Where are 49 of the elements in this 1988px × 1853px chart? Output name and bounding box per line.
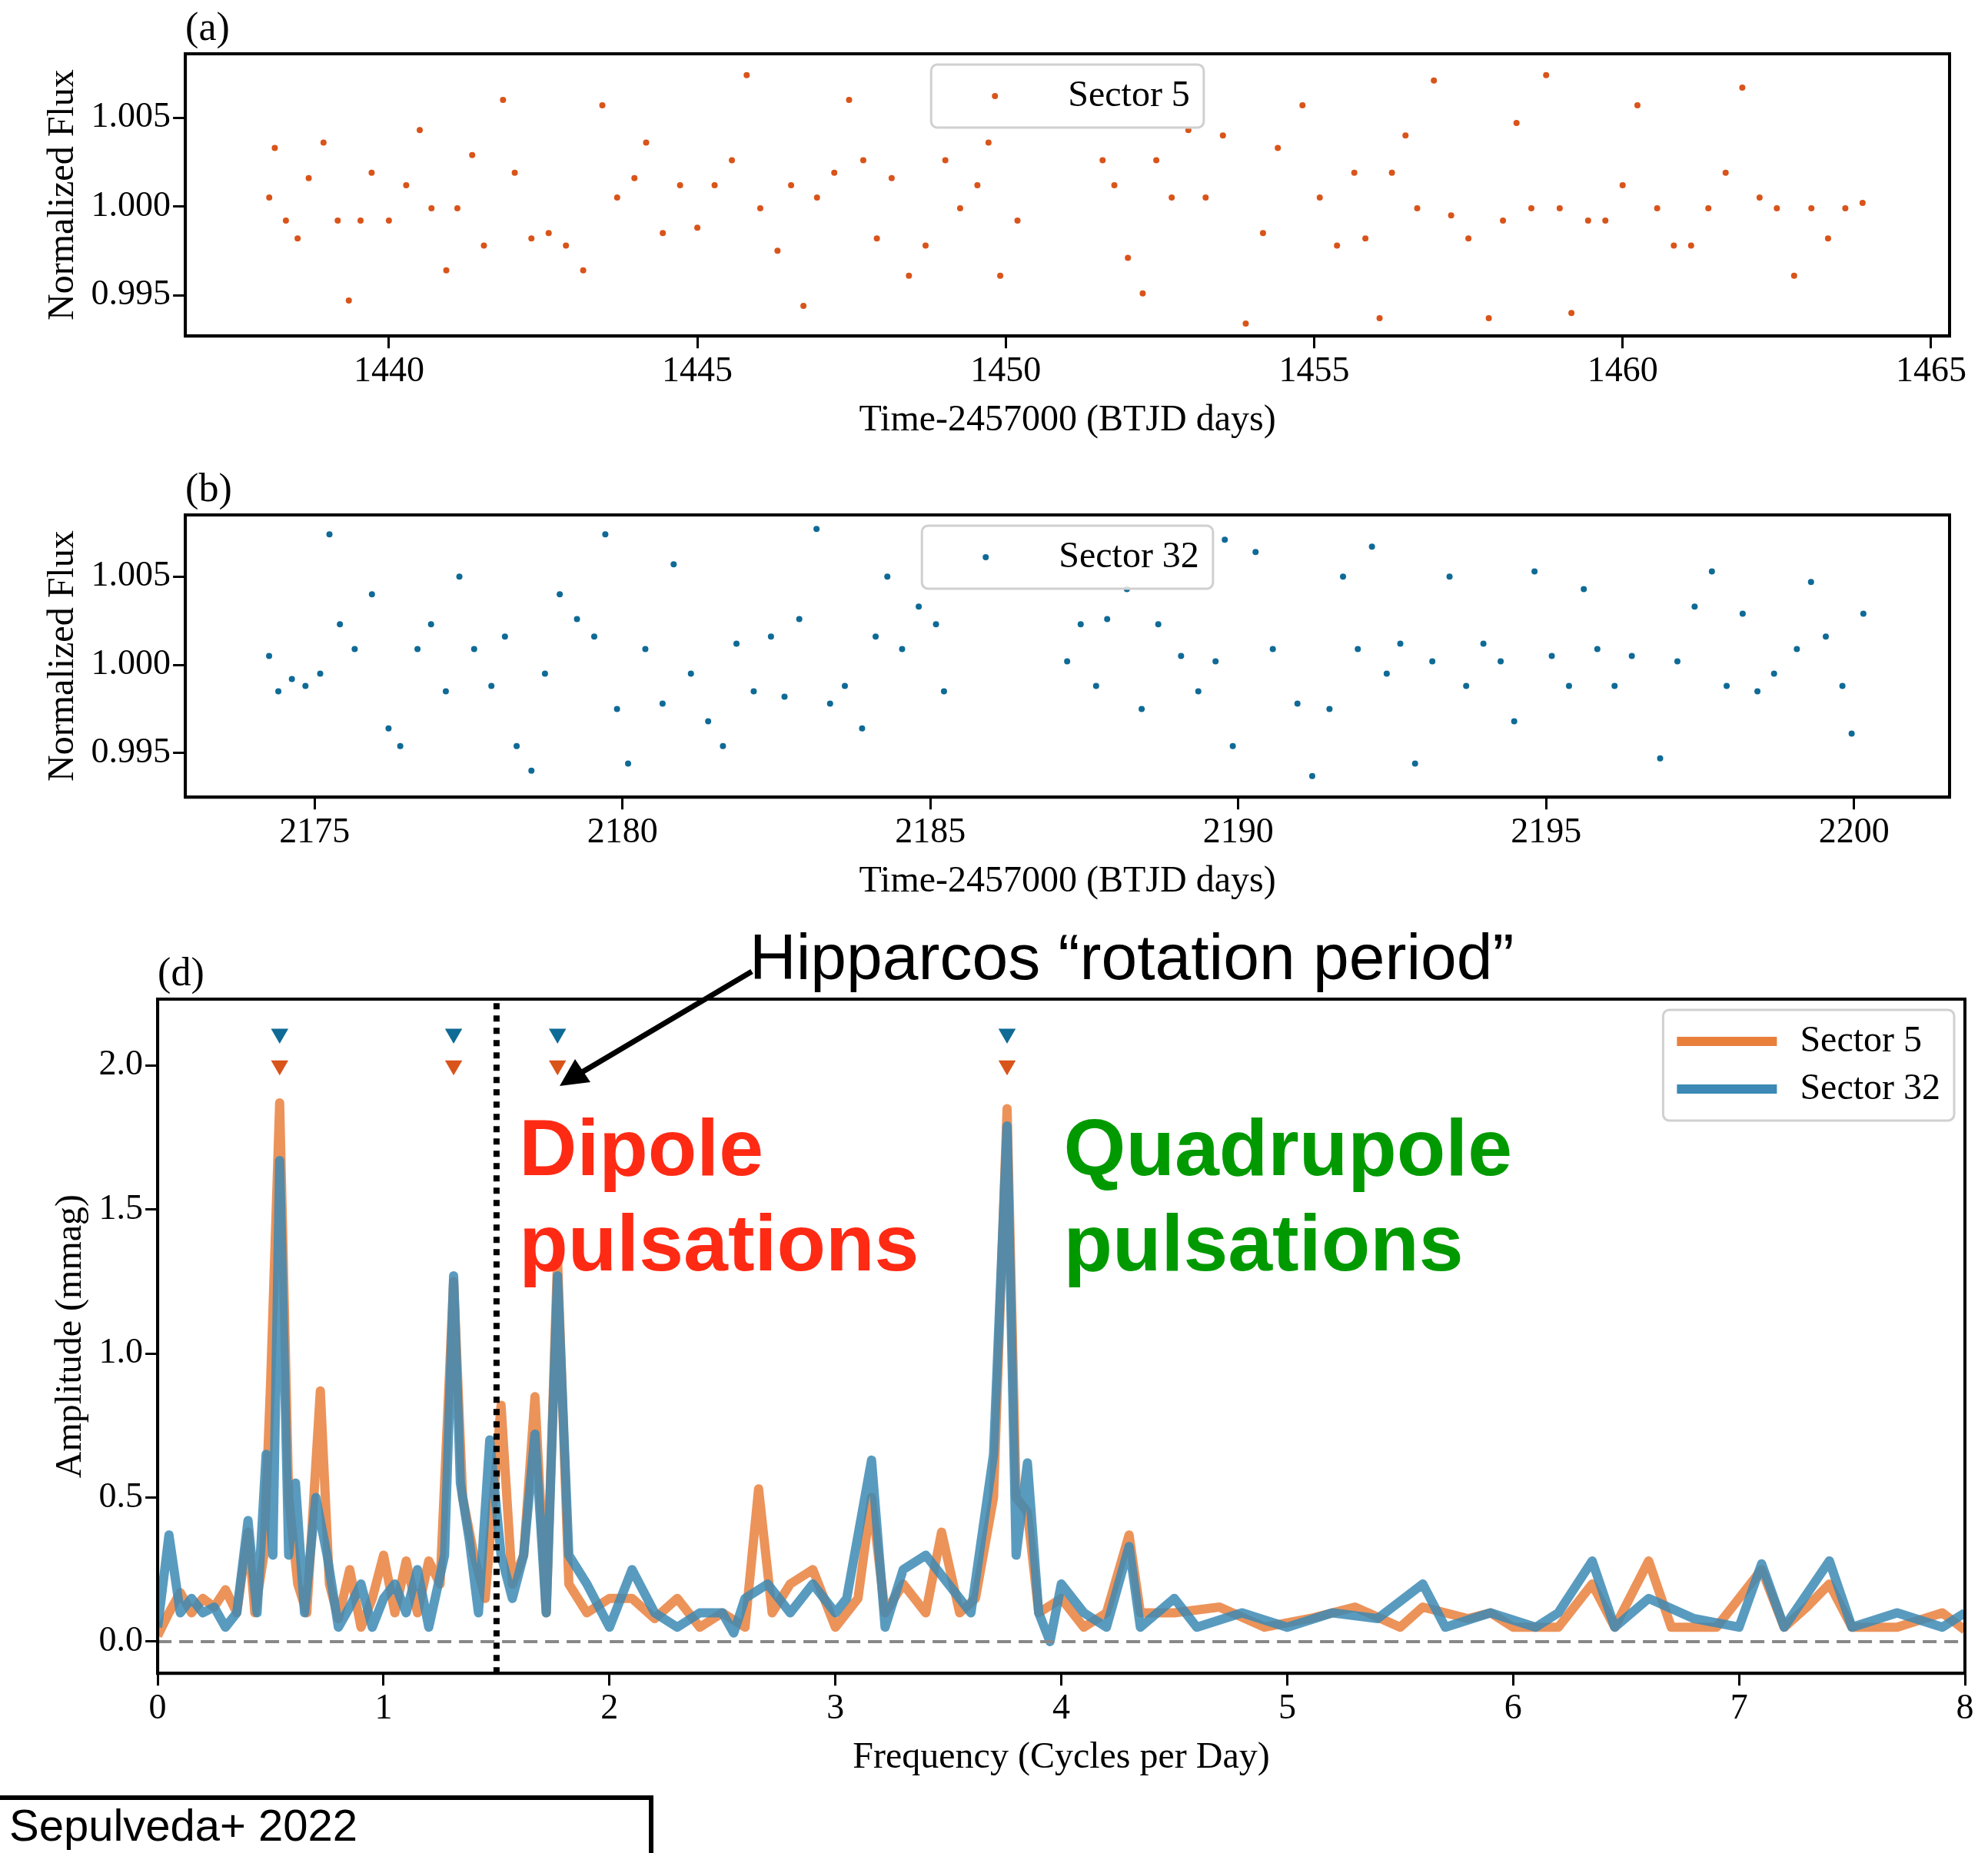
- x-tick-label: 2200: [1818, 810, 1890, 850]
- x-axis-title: Time-2457000 (BTJD days): [859, 858, 1276, 900]
- y-axis-title: Normalized Flux: [40, 69, 81, 320]
- legend-label: Sector 32: [1059, 533, 1199, 575]
- y-axis-title: Amplitude (mmag): [48, 1194, 90, 1479]
- y-tick-label: 1.0: [98, 1331, 144, 1371]
- x-axis-title: Time-2457000 (BTJD days): [859, 397, 1276, 439]
- y-axis-title: Normalized Flux: [40, 530, 81, 782]
- x-tick-label: 6: [1504, 1686, 1522, 1726]
- y-tick-label: 1.005: [91, 95, 171, 135]
- y-tick-label: 0.995: [91, 730, 171, 770]
- x-tick-label: 2175: [279, 810, 351, 850]
- x-tick-label: 1: [374, 1686, 393, 1726]
- x-tick-label: 2180: [587, 810, 658, 850]
- chart-title: (d): [158, 949, 204, 995]
- x-tick-label: 2185: [895, 810, 966, 850]
- annotation: Quadrupole pulsations: [1063, 1102, 1513, 1288]
- y-tick-label: 0.995: [91, 273, 171, 313]
- legend-label: Sector 32: [1800, 1065, 1940, 1107]
- x-tick-label: 7: [1730, 1686, 1748, 1726]
- x-tick-label: 1450: [970, 349, 1042, 389]
- x-axis-title: Frequency (Cycles per Day): [853, 1734, 1270, 1776]
- x-tick-label: 1440: [353, 349, 424, 389]
- x-tick-label: 1465: [1895, 349, 1966, 389]
- y-tick-label: 1.000: [91, 643, 171, 682]
- x-tick-label: 5: [1278, 1686, 1296, 1726]
- chart-title: (a): [185, 4, 230, 49]
- x-tick-label: 2: [600, 1686, 619, 1726]
- x-tick-label: 8: [1956, 1686, 1974, 1726]
- legend-label: Sector 5: [1800, 1018, 1922, 1059]
- annotation: Dipole pulsations: [519, 1102, 919, 1288]
- y-tick-label: 1.5: [98, 1187, 144, 1227]
- y-tick-label: 1.005: [91, 554, 171, 594]
- x-tick-label: 0: [148, 1686, 167, 1726]
- legend-label: Sector 5: [1068, 72, 1190, 114]
- y-tick-label: 0.5: [98, 1475, 144, 1515]
- x-tick-label: 1445: [662, 349, 733, 389]
- x-tick-label: 4: [1052, 1686, 1071, 1726]
- x-tick-label: 1460: [1587, 349, 1658, 389]
- y-tick-label: 2.0: [98, 1043, 144, 1083]
- text: Hipparcos “rotation period”: [750, 921, 1514, 993]
- x-tick-label: 2195: [1511, 810, 1582, 850]
- y-tick-label: 1.000: [91, 184, 171, 224]
- x-tick-label: 2190: [1202, 810, 1274, 850]
- chart-title: (b): [185, 465, 232, 510]
- text: Sepulveda+ 2022: [0, 1795, 653, 1853]
- x-tick-label: 1455: [1278, 349, 1350, 389]
- y-tick-label: 0.0: [98, 1619, 144, 1659]
- x-tick-label: 3: [826, 1686, 845, 1726]
